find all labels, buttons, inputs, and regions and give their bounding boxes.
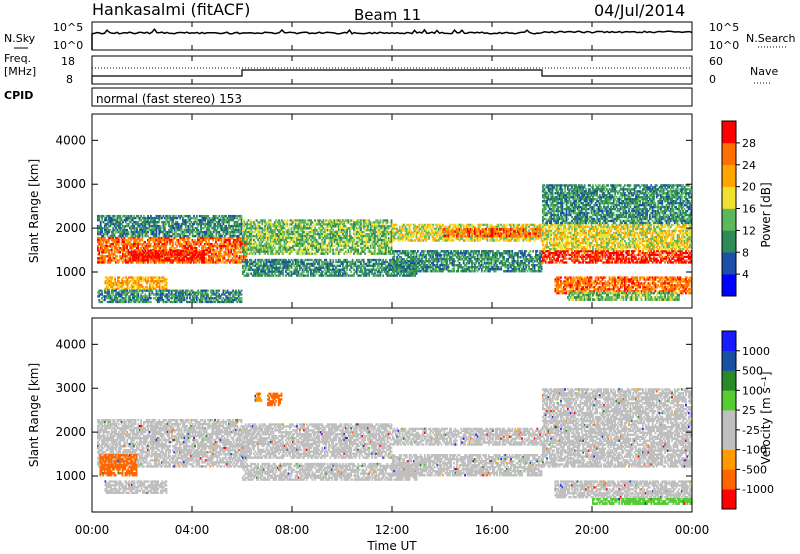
power-cell <box>267 253 269 255</box>
nsearch-tick-bottom: 10^0 <box>709 39 739 52</box>
date-title: 04/Jul/2014 <box>594 1 685 20</box>
power-cell <box>218 290 220 292</box>
power-cell <box>335 253 337 255</box>
power-cell <box>158 235 160 237</box>
power-cell <box>364 253 366 255</box>
power-cell <box>107 235 109 237</box>
freq-tick-bottom: 8 <box>66 73 73 86</box>
power-cell <box>196 301 198 303</box>
power-cell <box>195 259 197 261</box>
power-cell <box>184 259 186 261</box>
power-cell <box>213 235 215 237</box>
power-cell <box>388 221 390 223</box>
power-cell <box>199 235 201 237</box>
power-cell <box>332 261 334 263</box>
freq-tick-top: 18 <box>61 55 75 68</box>
nave-tick-bottom: 0 <box>709 73 716 86</box>
power-cell <box>248 219 250 221</box>
power-cell <box>150 297 152 299</box>
power-cell <box>142 235 144 237</box>
power-cell <box>241 301 243 303</box>
power-heatmap-cells <box>97 184 692 303</box>
beam-title: Beam 11 <box>354 6 421 24</box>
power-cell <box>380 274 382 276</box>
nave-label: Nave <box>750 65 778 78</box>
power-cell <box>291 267 293 269</box>
power-cell <box>125 301 127 303</box>
power-cell <box>116 255 118 257</box>
power-cell <box>248 274 250 276</box>
power-cell <box>346 269 348 271</box>
nsky-tick-top: 10^5 <box>53 21 83 34</box>
nsearch-label: N.Search <box>746 32 796 45</box>
power-cell <box>241 290 243 292</box>
power-cell <box>147 235 149 237</box>
power-cell <box>203 259 205 261</box>
power-cell <box>166 243 168 245</box>
power-cell <box>368 274 370 276</box>
power-cell <box>118 261 120 263</box>
power-cell <box>158 221 160 223</box>
power-cell <box>245 269 247 271</box>
power-cell <box>229 255 231 257</box>
power-cell <box>128 233 130 235</box>
freq-label-line2: [MHz] <box>4 65 36 78</box>
freq-label-line1: Freq. <box>4 52 31 65</box>
nave-tick-top: 60 <box>709 55 723 68</box>
power-cell <box>104 261 106 263</box>
power-cell <box>216 235 218 237</box>
power-cell <box>150 261 152 263</box>
power-cell <box>353 274 355 276</box>
power-cell <box>147 261 149 263</box>
power-cell <box>118 276 120 278</box>
power-cell <box>350 271 352 273</box>
power-cell <box>114 235 116 237</box>
power-cell <box>150 301 152 303</box>
power-cell <box>246 255 248 257</box>
power-cell <box>282 274 284 276</box>
power-cell <box>156 235 158 237</box>
power-cell <box>382 274 384 276</box>
power-cell <box>150 245 152 247</box>
power-cell <box>307 274 309 276</box>
power-cell <box>241 293 243 295</box>
power-cell <box>148 259 150 261</box>
nsky-label: N.Sky <box>4 32 36 45</box>
station-title: Hankasalmi (fitACF) <box>92 0 250 19</box>
nsearch-tick-top: 10^5 <box>709 21 739 34</box>
power-cell <box>207 290 209 292</box>
power-cell <box>186 297 188 299</box>
cpid-program-name: normal (fast stereo) 153 <box>96 92 242 106</box>
nsky-tick-bottom: 10^0 <box>53 39 83 52</box>
power-cell <box>261 223 263 225</box>
cpid-label: CPID <box>4 89 33 102</box>
power-cell <box>123 276 125 278</box>
power-cell <box>190 261 192 263</box>
power-cell <box>144 261 146 263</box>
power-cell <box>202 301 204 303</box>
power-cell <box>111 278 113 280</box>
